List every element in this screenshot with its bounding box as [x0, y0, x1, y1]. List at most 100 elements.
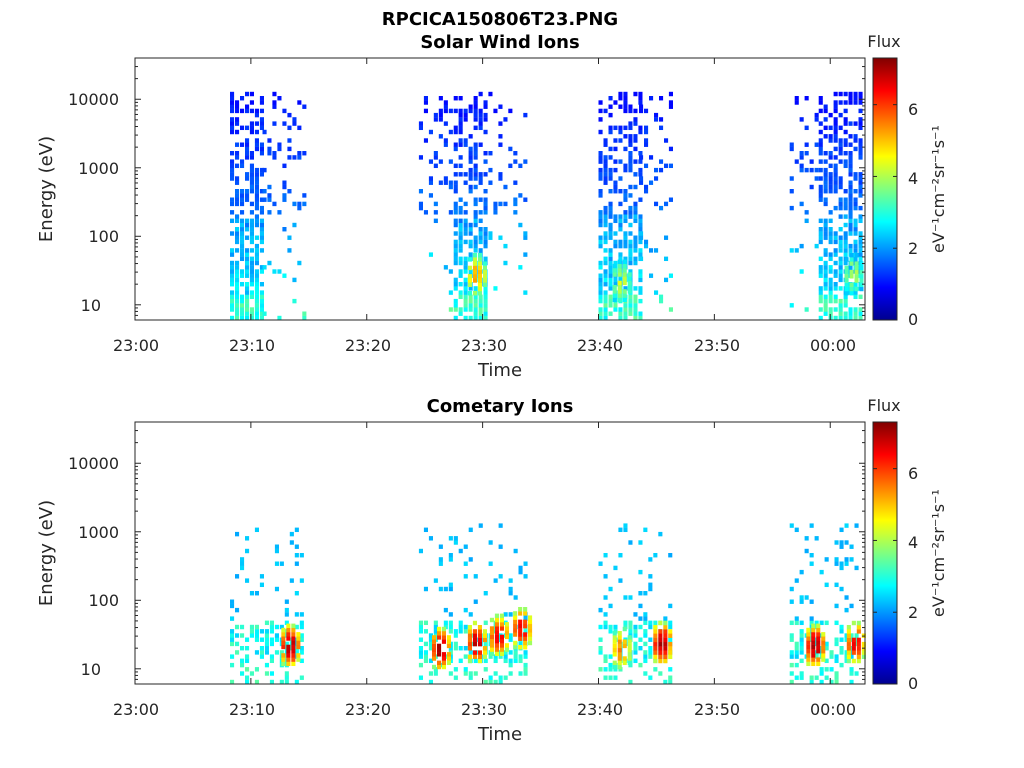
flux-peak-cell [441, 652, 446, 657]
flux-cell [523, 112, 528, 118]
flux-cell [598, 151, 603, 156]
flux-cell [473, 146, 478, 152]
flux-cell [463, 607, 468, 613]
flux-cell [809, 184, 814, 190]
flux-cell [473, 172, 478, 177]
flux-cell [603, 222, 608, 228]
flux-cell [628, 134, 633, 139]
flux-cell [230, 167, 235, 173]
flux-cell [254, 129, 259, 135]
flux-peak-cell [811, 644, 816, 650]
flux-cell [843, 214, 848, 219]
flux-cell [644, 142, 649, 147]
flux-peak-cell [477, 265, 482, 271]
flux-cell [277, 146, 282, 152]
flux-cell [633, 159, 638, 164]
flux-cell [483, 100, 488, 105]
flux-cell [818, 193, 823, 198]
flux-cell [633, 248, 638, 253]
flux-cell [468, 151, 473, 156]
flux-cell [789, 637, 794, 642]
flux-peak-cell [523, 619, 528, 625]
flux-cell [618, 176, 623, 181]
flux-cell [428, 658, 433, 664]
flux-cell [638, 277, 643, 283]
colorbar-title: Flux [867, 396, 900, 415]
flux-cell [230, 599, 235, 604]
flux-peak-cell [806, 640, 811, 645]
flux-cell [468, 298, 473, 304]
flux-cell [453, 189, 458, 194]
flux-peak-cell [494, 634, 499, 640]
flux-cell [488, 675, 493, 680]
flux-peak-cell [472, 641, 477, 647]
flux-cell [448, 269, 453, 274]
flux-peak-cell [528, 632, 533, 637]
flux-cell [468, 294, 473, 300]
flux-cell [838, 273, 843, 278]
flux-cell [849, 667, 854, 672]
flux-cell [230, 294, 235, 300]
flux-cell [823, 104, 828, 109]
flux-cell [799, 151, 804, 156]
flux-cell [235, 650, 240, 655]
flux-cell [818, 151, 823, 156]
flux-cell [833, 155, 838, 160]
flux-peak-cell [844, 291, 849, 296]
flux-cell [789, 650, 794, 655]
flux-peak-cell [844, 274, 849, 279]
flux-cell [608, 214, 613, 219]
flux-cell [478, 112, 483, 118]
flux-cell [809, 679, 814, 685]
flux-cell [623, 96, 628, 101]
flux-peak-cell [494, 651, 499, 657]
flux-cell [853, 231, 858, 236]
flux-cell [659, 159, 664, 164]
flux-cell [843, 138, 848, 143]
flux-cell [633, 612, 638, 617]
flux-cell [254, 260, 259, 266]
flux-cell [804, 218, 809, 224]
flux-cell [644, 189, 649, 194]
flux-cell [818, 138, 823, 143]
flux-cell [292, 201, 297, 207]
flux-cell [608, 265, 613, 270]
flux-cell [848, 218, 853, 224]
flux-cell [274, 586, 279, 592]
flux-cell [249, 172, 254, 177]
flux-cell [858, 189, 863, 194]
flux-cell [513, 658, 518, 664]
flux-cell [853, 218, 858, 224]
flux-cell [245, 654, 250, 659]
flux-peak-cell [811, 649, 816, 654]
flux-cell [478, 197, 483, 202]
flux-cell [618, 214, 623, 219]
flux-cell [858, 100, 863, 105]
flux-cell [648, 650, 653, 655]
flux-cell [664, 256, 669, 262]
flux-cell [789, 633, 794, 638]
flux-cell [458, 218, 463, 224]
x-tick-label: 23:10 [229, 700, 275, 719]
flux-cell [468, 227, 473, 232]
flux-peak-cell [432, 652, 437, 657]
flux-cell [603, 260, 608, 266]
flux-peak-cell [658, 620, 663, 626]
flux-cell [453, 286, 458, 291]
flux-cell [799, 671, 804, 676]
flux-cell [453, 108, 458, 114]
flux-peak-cell [494, 617, 499, 623]
flux-cell [603, 675, 608, 680]
flux-cell [848, 163, 853, 169]
flux-peak-cell [663, 629, 668, 634]
flux-cell [628, 298, 633, 304]
flux-cell [468, 307, 473, 312]
flux-cell [282, 273, 287, 278]
flux-peak-cell [441, 626, 446, 632]
flux-cell [523, 561, 528, 566]
flux-cell [240, 201, 245, 207]
flux-cell [448, 582, 453, 588]
flux-cell [638, 298, 643, 304]
flux-cell [623, 218, 628, 224]
flux-cell [853, 96, 858, 101]
